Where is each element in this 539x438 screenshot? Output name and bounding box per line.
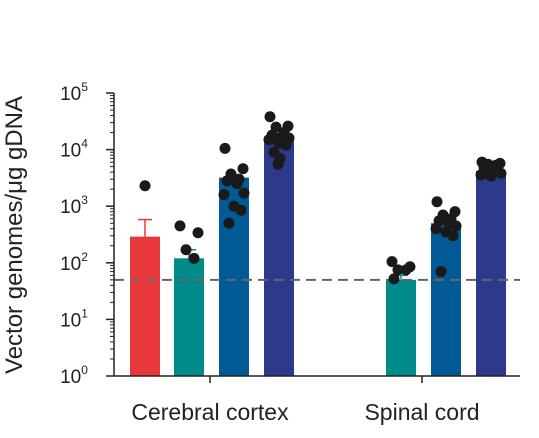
x-axis: Cerebral cortex Spinal cord (114, 375, 520, 425)
data-point (450, 220, 462, 232)
y-tick-label: 102 (60, 250, 88, 275)
data-point (280, 139, 292, 151)
y-tick-label: 104 (60, 137, 88, 162)
data-point (435, 266, 447, 278)
data-point (229, 174, 241, 186)
data-point (235, 204, 247, 216)
y-tick-label: 105 (60, 80, 88, 105)
data-point (388, 273, 400, 285)
data-point (495, 167, 507, 179)
data-point (430, 223, 442, 235)
data-point (263, 134, 275, 146)
bar (130, 236, 160, 376)
bar (174, 258, 204, 376)
x-category-label: Cerebral cortex (131, 399, 289, 425)
data-point (192, 227, 204, 239)
y-tick-label: 100 (60, 363, 88, 388)
data-point (180, 244, 192, 256)
plot-area (114, 111, 520, 376)
bar (386, 279, 416, 376)
data-point (174, 220, 186, 232)
x-category-label: Spinal cord (364, 399, 479, 425)
data-point (188, 252, 200, 264)
bar (264, 136, 294, 376)
y-axis: 100 101 102 103 104 105 (60, 80, 115, 388)
data-point (485, 170, 497, 182)
y-tick-label: 101 (60, 306, 88, 331)
data-point (219, 142, 231, 154)
data-point (218, 189, 230, 201)
data-point (237, 163, 249, 175)
data-point (431, 196, 443, 208)
data-point (238, 187, 250, 199)
data-point (223, 217, 235, 229)
data-point (400, 264, 412, 276)
data-point (475, 169, 487, 181)
data-point (392, 264, 404, 276)
data-point (221, 175, 233, 187)
y-axis-label: Vector genomes/μg gDNA (1, 96, 28, 374)
data-point (139, 180, 151, 192)
data-point (447, 230, 459, 242)
data-point (272, 158, 284, 170)
data-point (386, 256, 398, 268)
data-point (264, 111, 276, 123)
bar (476, 170, 506, 376)
y-tick-label: 103 (60, 193, 88, 218)
bar (431, 223, 461, 376)
